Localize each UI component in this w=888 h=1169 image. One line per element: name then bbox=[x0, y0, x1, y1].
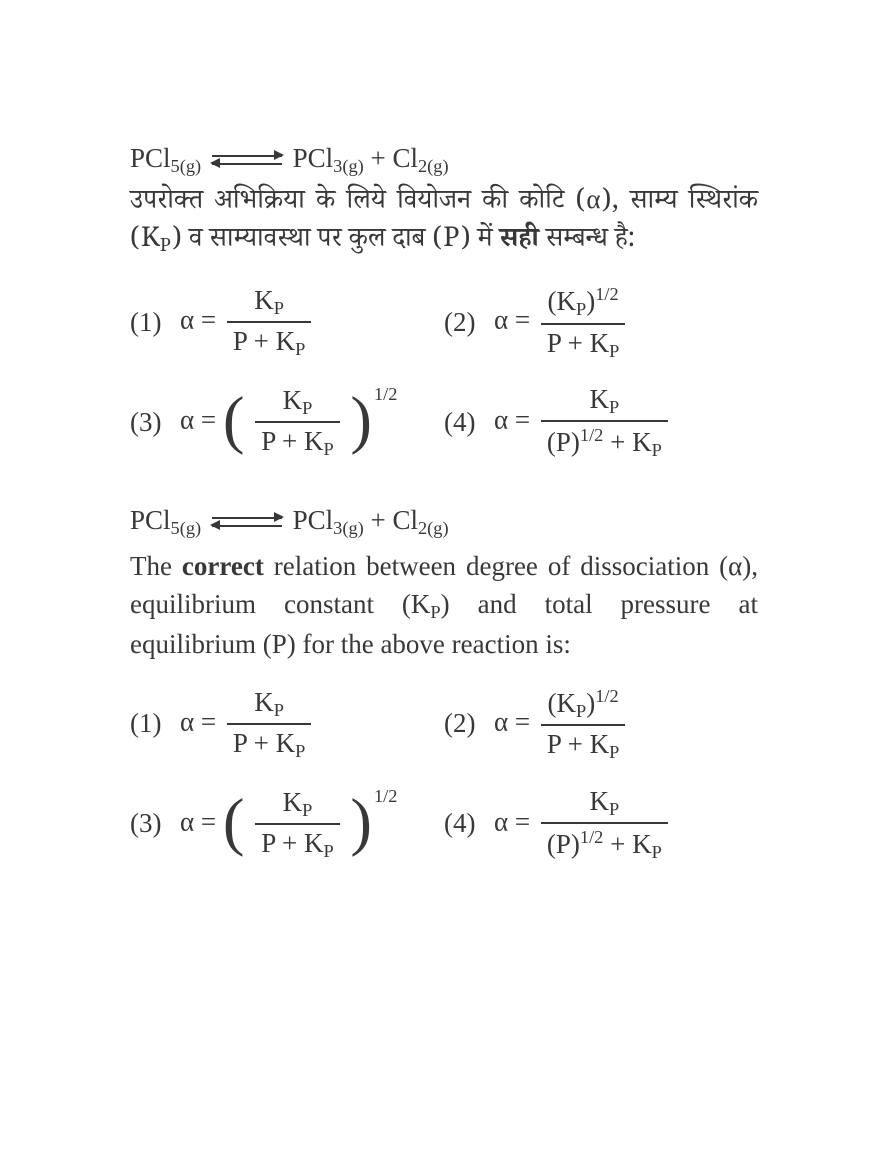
options-hindi: (1) α = KP P + KP (2) α = (KP)1/2 P + KP… bbox=[130, 272, 758, 472]
option-2: (2) α = (KP)1/2 P + KP bbox=[444, 674, 758, 774]
option-4-number: (4) bbox=[444, 404, 494, 442]
numerator: KP bbox=[255, 786, 339, 825]
option-1-number: (1) bbox=[130, 304, 180, 342]
alpha-equals: α = bbox=[494, 305, 530, 335]
rhs-b-sub: 2(g) bbox=[418, 156, 449, 176]
alpha-equals: α = bbox=[494, 806, 530, 836]
lhs-species: PCl bbox=[130, 505, 171, 535]
numerator: (KP)1/2 bbox=[541, 283, 625, 324]
numerator: KP bbox=[541, 383, 668, 422]
option-2-math: α = (KP)1/2 P + KP bbox=[494, 283, 629, 361]
english-bold: correct bbox=[182, 551, 264, 581]
option-4: (4) α = KP (P)1/2 + KP bbox=[444, 372, 758, 472]
outer-exponent: 1/2 bbox=[374, 382, 397, 408]
option-3: (3) α = ( KP P + KP ) 1/2 bbox=[130, 774, 444, 874]
denominator: P + KP bbox=[227, 725, 311, 762]
question-text-english: The correct relation between degree of d… bbox=[130, 548, 758, 663]
alpha-equals: α = bbox=[180, 405, 216, 435]
english-text-1: The bbox=[130, 551, 182, 581]
fraction: KP P + KP bbox=[227, 284, 311, 360]
hindi-bold: सही bbox=[500, 221, 539, 263]
reaction-equation-english: PCl5(g) PCl3(g) + Cl2(g) bbox=[130, 502, 758, 542]
option-1-number: (1) bbox=[130, 705, 180, 743]
option-4-math: α = KP (P)1/2 + KP bbox=[494, 785, 672, 863]
hindi-text-3: सम्बन्ध है: bbox=[539, 221, 636, 263]
alpha-equals: α = bbox=[494, 706, 530, 736]
fraction: (KP)1/2 P + KP bbox=[541, 685, 625, 763]
option-1-math: α = KP P + KP bbox=[180, 686, 315, 762]
fraction: KP (P)1/2 + KP bbox=[541, 785, 668, 863]
numerator: KP bbox=[541, 785, 668, 824]
rhs-a-sub: 3(g) bbox=[333, 519, 364, 539]
hindi-kp-sub: P bbox=[160, 235, 171, 263]
option-3: (3) α = ( KP P + KP ) 1/2 bbox=[130, 372, 444, 472]
alpha-equals: α = bbox=[180, 706, 216, 736]
option-4-number: (4) bbox=[444, 805, 494, 843]
lhs-sub: 5(g) bbox=[171, 519, 202, 539]
numerator: KP bbox=[255, 384, 339, 423]
option-3-number: (3) bbox=[130, 404, 180, 442]
hindi-text-2: ) व साम्यावस्था पर कुल दाब (P) में bbox=[171, 221, 500, 263]
fraction: KP (P)1/2 + KP bbox=[541, 383, 668, 461]
rhs-species-b: Cl bbox=[392, 143, 418, 173]
plus-sign: + bbox=[371, 143, 386, 173]
options-english: (1) α = KP P + KP (2) α = (KP)1/2 P + KP bbox=[130, 674, 758, 874]
option-2-number: (2) bbox=[444, 705, 494, 743]
option-3-number: (3) bbox=[130, 805, 180, 843]
option-2-math: α = (KP)1/2 P + KP bbox=[494, 685, 629, 763]
option-1: (1) α = KP P + KP bbox=[130, 674, 444, 774]
option-3-math: α = ( KP P + KP ) 1/2 bbox=[180, 786, 397, 862]
english-block: PCl5(g) PCl3(g) + Cl2(g) The correct rel… bbox=[130, 502, 758, 873]
option-3-math: α = ( KP P + KP ) 1/2 bbox=[180, 384, 397, 460]
denominator: P + KP bbox=[255, 423, 339, 460]
denominator: P + KP bbox=[227, 323, 311, 360]
rhs-species-a: PCl bbox=[293, 505, 334, 535]
option-1-math: α = KP P + KP bbox=[180, 284, 315, 360]
option-1: (1) α = KP P + KP bbox=[130, 272, 444, 372]
question-page: PCl5(g) PCl3(g) + Cl2(g) उपरोक्त अभिक्रि… bbox=[0, 0, 888, 1169]
alpha-equals: α = bbox=[494, 405, 530, 435]
lhs-sub: 5(g) bbox=[171, 156, 202, 176]
numerator: (KP)1/2 bbox=[541, 685, 625, 726]
fraction: KP P + KP bbox=[255, 786, 339, 862]
outer-exponent: 1/2 bbox=[374, 784, 397, 810]
option-4: (4) α = KP (P)1/2 + KP bbox=[444, 774, 758, 874]
english-kp-sub: P bbox=[430, 602, 440, 622]
question-text-hindi: उपरोक्त अभिक्रिया के लिये वियोजन की कोटि… bbox=[130, 186, 758, 263]
reaction-equation-hindi: PCl5(g) PCl3(g) + Cl2(g) bbox=[130, 140, 758, 180]
equilibrium-arrow-icon bbox=[212, 151, 282, 169]
denominator: P + KP bbox=[541, 726, 625, 763]
denominator: P + KP bbox=[255, 825, 339, 862]
plus-sign: + bbox=[371, 505, 386, 535]
option-2: (2) α = (KP)1/2 P + KP bbox=[444, 272, 758, 372]
option-4-math: α = KP (P)1/2 + KP bbox=[494, 383, 672, 461]
rhs-species-b: Cl bbox=[392, 505, 418, 535]
denominator: (P)1/2 + KP bbox=[541, 422, 668, 461]
alpha-equals: α = bbox=[180, 806, 216, 836]
lhs-species: PCl bbox=[130, 143, 171, 173]
numerator: KP bbox=[227, 284, 311, 323]
equilibrium-arrow-icon bbox=[212, 513, 282, 531]
option-2-number: (2) bbox=[444, 304, 494, 342]
numerator: KP bbox=[227, 686, 311, 725]
fraction: KP P + KP bbox=[227, 686, 311, 762]
rhs-species-a: PCl bbox=[293, 143, 334, 173]
rhs-b-sub: 2(g) bbox=[418, 519, 449, 539]
fraction: KP P + KP bbox=[255, 384, 339, 460]
rhs-a-sub: 3(g) bbox=[333, 156, 364, 176]
denominator: P + KP bbox=[541, 325, 625, 362]
alpha-equals: α = bbox=[180, 305, 216, 335]
denominator: (P)1/2 + KP bbox=[541, 824, 668, 863]
fraction: (KP)1/2 P + KP bbox=[541, 283, 625, 361]
